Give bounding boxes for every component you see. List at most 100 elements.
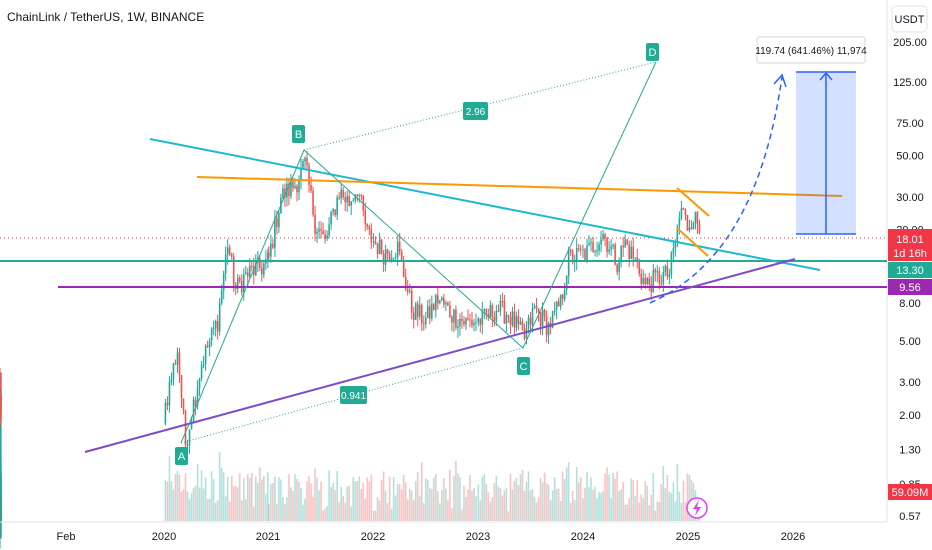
time-tick-label: 2025 (676, 531, 700, 543)
candle-body (608, 249, 610, 252)
candle-body (606, 237, 608, 252)
candle-body (424, 318, 427, 325)
time-axis[interactable]: Feb 2020 2021 2022 2023 2024 2025 2026 (57, 531, 806, 543)
candle-body (422, 323, 425, 325)
candle-body (457, 326, 459, 328)
volume-bar (648, 505, 651, 521)
volume-bar (668, 491, 671, 521)
volume-bar (455, 460, 457, 521)
candle-body (569, 249, 572, 252)
candle-body (686, 215, 689, 231)
candle-body (188, 429, 191, 446)
candle-body (449, 305, 451, 318)
candle-body (352, 200, 355, 202)
volume-bar (310, 483, 312, 521)
wedge-upper-line[interactable] (676, 187, 710, 217)
volume-bar (236, 487, 239, 521)
volume-bar (638, 502, 641, 521)
candle-body (461, 318, 463, 321)
candle-body (274, 218, 276, 248)
candle-body (404, 276, 407, 289)
volume-bar (680, 502, 683, 521)
candle-body (664, 266, 667, 273)
currency-button[interactable]: USDT (891, 5, 928, 33)
volume-bar (503, 490, 506, 521)
candle-body (228, 247, 231, 255)
volume-bar (541, 482, 544, 521)
abcd-pattern[interactable] (180, 61, 657, 444)
candle-body (650, 284, 653, 293)
candle-body (0, 378, 2, 397)
projection-curve[interactable] (649, 76, 783, 304)
volume-bar (420, 462, 423, 521)
volume-bar (214, 503, 217, 521)
volume-bar (326, 506, 328, 521)
ratio-bd-badge: 2.96 (463, 102, 488, 120)
candle-body (648, 278, 651, 285)
candle-body (284, 188, 286, 198)
candle-body (398, 241, 401, 252)
volume-bar (559, 501, 562, 521)
candle-body (662, 272, 665, 284)
volume-bar (642, 497, 645, 521)
candle-body (172, 363, 175, 380)
candle-body (216, 320, 219, 332)
candle-body (427, 306, 429, 319)
candle-body (598, 244, 600, 251)
candle-body (302, 161, 304, 168)
candle-body (360, 195, 363, 197)
candle-body (294, 185, 296, 189)
resistance-trendline[interactable] (196, 176, 843, 197)
candle-body (505, 314, 508, 324)
descending-trendline[interactable] (149, 138, 821, 271)
volume-bar (575, 467, 578, 521)
candle-body (296, 185, 298, 193)
volume-bar (636, 479, 639, 521)
candle-body (539, 312, 542, 327)
volume-bar (441, 490, 443, 521)
volume-bar (604, 473, 606, 521)
price-range-measure[interactable] (796, 71, 856, 235)
candle-body (509, 316, 512, 325)
candle-body (267, 252, 269, 259)
candle-body (523, 328, 526, 339)
volume-bar (463, 486, 465, 521)
candle-body (473, 322, 475, 326)
candle-body (414, 303, 417, 320)
candle-body (561, 294, 564, 299)
volume-bar (360, 489, 363, 521)
volume-bar (226, 476, 229, 521)
candle-body (584, 249, 586, 261)
candle-body (682, 208, 685, 210)
time-tick-label: 2020 (152, 531, 176, 543)
volume-bar (232, 486, 235, 521)
time-tick-label: 2024 (571, 531, 595, 543)
candle-body (340, 189, 342, 199)
volume-bar (259, 467, 261, 521)
volume-bar (479, 500, 482, 521)
price-tick-label: 5.00 (899, 336, 920, 348)
candle-body (186, 445, 189, 447)
volume-bar (586, 471, 588, 521)
volume-bar (686, 473, 689, 521)
volume-bar (386, 503, 389, 521)
time-tick-label: 2022 (361, 531, 385, 543)
candle-body (182, 398, 185, 411)
wedge-lower-line[interactable] (676, 227, 709, 257)
candle-body (322, 230, 324, 235)
candle-body (0, 476, 2, 498)
candle-body (176, 352, 179, 365)
candle-body (543, 309, 546, 316)
candle-body (232, 256, 235, 285)
ascending-trendline[interactable] (84, 258, 796, 453)
candle-body (531, 308, 534, 325)
candle-body (230, 254, 233, 257)
price-tick-label: 8.00 (899, 298, 920, 310)
candle-body (200, 365, 203, 379)
lightning-icon[interactable] (686, 497, 708, 519)
candle-body (437, 295, 439, 304)
candle-body (575, 248, 578, 261)
candle-body (198, 378, 201, 389)
candle-body (602, 234, 604, 240)
